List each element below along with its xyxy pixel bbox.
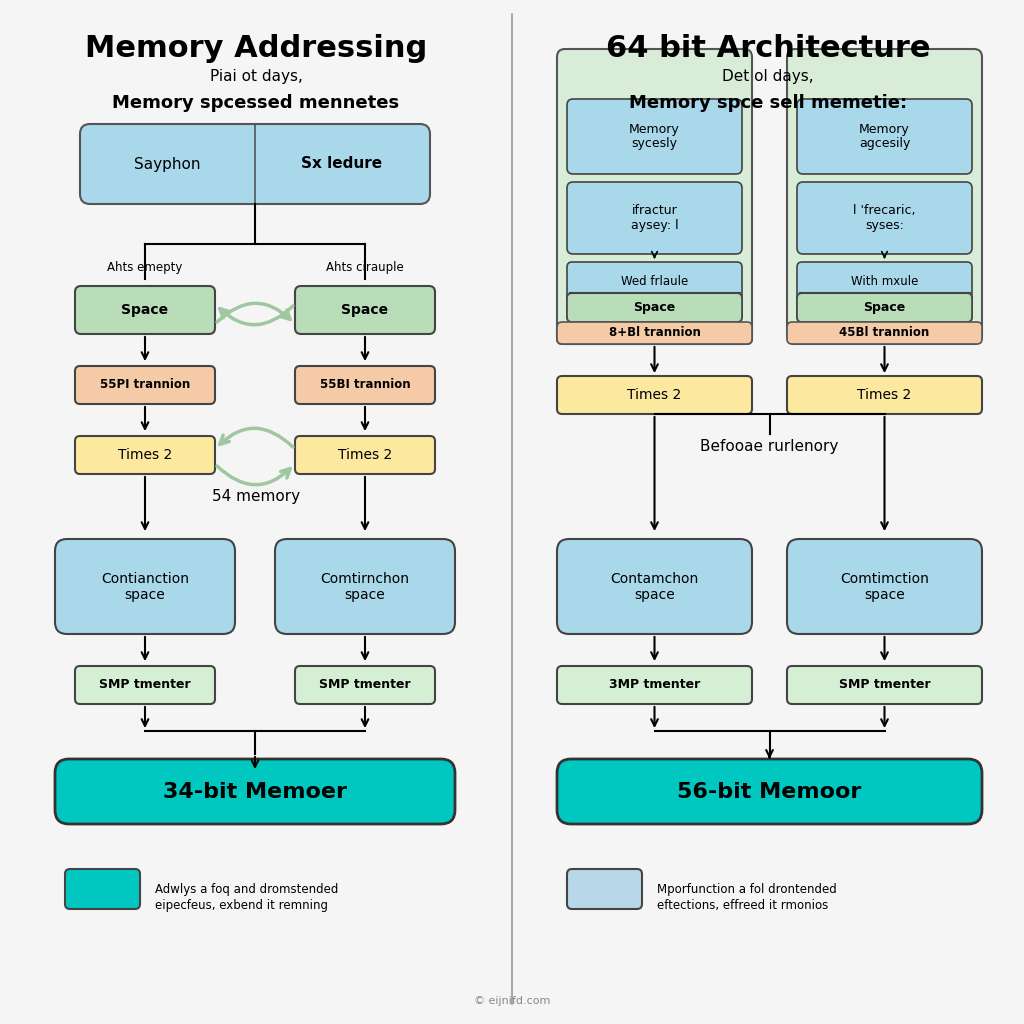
Text: 54 memory: 54 memory (212, 488, 300, 504)
Text: Space: Space (341, 303, 388, 317)
FancyBboxPatch shape (797, 293, 972, 322)
Text: ifractur
aysey: l: ifractur aysey: l (631, 204, 678, 232)
Text: Space: Space (634, 301, 676, 314)
Text: Befooae rurlenory: Befooae rurlenory (700, 438, 839, 454)
Text: 55PI trannion: 55PI trannion (100, 379, 190, 391)
Text: SMP tmenter: SMP tmenter (99, 679, 190, 691)
FancyBboxPatch shape (80, 124, 430, 204)
FancyBboxPatch shape (557, 49, 752, 344)
FancyBboxPatch shape (295, 366, 435, 404)
FancyBboxPatch shape (75, 366, 215, 404)
Text: eftections, effreed it rmonios: eftections, effreed it rmonios (657, 899, 828, 912)
Text: Det ol days,: Det ol days, (722, 69, 814, 84)
Text: SMP tmenter: SMP tmenter (319, 679, 411, 691)
Text: Memory
agcesily: Memory agcesily (859, 123, 910, 151)
Text: Comtirnchon
space: Comtirnchon space (321, 571, 410, 602)
Text: Contianction
space: Contianction space (101, 571, 189, 602)
Text: With mxule: With mxule (851, 274, 919, 288)
Text: Times 2: Times 2 (118, 449, 172, 462)
FancyBboxPatch shape (75, 286, 215, 334)
Text: © eijnifd.com: © eijnifd.com (474, 996, 550, 1006)
FancyBboxPatch shape (557, 759, 982, 824)
FancyBboxPatch shape (787, 666, 982, 705)
Text: l 'frecaric,
syses:: l 'frecaric, syses: (853, 204, 915, 232)
FancyBboxPatch shape (557, 539, 752, 634)
Text: Contamchon
space: Contamchon space (610, 571, 698, 602)
Text: 55BI trannion: 55BI trannion (319, 379, 411, 391)
Text: 8+Bl trannion: 8+Bl trannion (608, 327, 700, 340)
Text: Adwlys a foq and dromstended: Adwlys a foq and dromstended (155, 883, 338, 896)
Text: Mporfunction a fol drontended: Mporfunction a fol drontended (657, 883, 837, 896)
Text: Ahts emepty: Ahts emepty (108, 261, 182, 274)
FancyBboxPatch shape (55, 539, 234, 634)
FancyBboxPatch shape (797, 182, 972, 254)
Text: Ahts cirauple: Ahts cirauple (326, 261, 403, 274)
Text: Space: Space (122, 303, 169, 317)
FancyBboxPatch shape (567, 293, 742, 322)
Text: Memory spce sell memetie:: Memory spce sell memetie: (629, 94, 907, 112)
Text: Sx ledure: Sx ledure (301, 157, 383, 171)
Text: 45Bl trannion: 45Bl trannion (840, 327, 930, 340)
Text: Space: Space (863, 301, 905, 314)
FancyBboxPatch shape (797, 99, 972, 174)
FancyBboxPatch shape (787, 376, 982, 414)
FancyBboxPatch shape (787, 322, 982, 344)
FancyBboxPatch shape (567, 262, 742, 322)
Text: Times 2: Times 2 (338, 449, 392, 462)
Text: Comtimction
space: Comtimction space (840, 571, 929, 602)
FancyBboxPatch shape (787, 539, 982, 634)
Text: Memory Addressing: Memory Addressing (85, 34, 427, 63)
Text: Memory
sycesly: Memory sycesly (629, 123, 680, 151)
FancyBboxPatch shape (567, 182, 742, 254)
FancyBboxPatch shape (295, 436, 435, 474)
FancyBboxPatch shape (75, 666, 215, 705)
Text: 34-bit Memoer: 34-bit Memoer (163, 782, 347, 802)
FancyBboxPatch shape (567, 99, 742, 174)
FancyBboxPatch shape (65, 869, 140, 909)
Text: 3MP tmenter: 3MP tmenter (609, 679, 700, 691)
FancyBboxPatch shape (797, 262, 972, 322)
FancyBboxPatch shape (557, 666, 752, 705)
Text: Times 2: Times 2 (628, 388, 682, 402)
FancyBboxPatch shape (55, 759, 455, 824)
FancyBboxPatch shape (557, 376, 752, 414)
Text: Sayphon: Sayphon (134, 157, 201, 171)
FancyBboxPatch shape (557, 324, 752, 344)
FancyBboxPatch shape (295, 286, 435, 334)
Text: Wed frlaule: Wed frlaule (621, 274, 688, 288)
Text: 56-bit Memoor: 56-bit Memoor (677, 782, 861, 802)
Text: Times 2: Times 2 (857, 388, 911, 402)
FancyBboxPatch shape (275, 539, 455, 634)
FancyBboxPatch shape (557, 322, 752, 344)
FancyBboxPatch shape (295, 666, 435, 705)
Text: eipecfeus, exbend it remning: eipecfeus, exbend it remning (155, 899, 328, 912)
FancyBboxPatch shape (75, 436, 215, 474)
FancyBboxPatch shape (567, 869, 642, 909)
Text: Piai ot days,: Piai ot days, (210, 69, 302, 84)
Text: Memory spcessed mennetes: Memory spcessed mennetes (113, 94, 399, 112)
FancyBboxPatch shape (787, 49, 982, 344)
Text: SMP tmenter: SMP tmenter (839, 679, 931, 691)
Text: 64 bit Architecture: 64 bit Architecture (606, 34, 930, 63)
